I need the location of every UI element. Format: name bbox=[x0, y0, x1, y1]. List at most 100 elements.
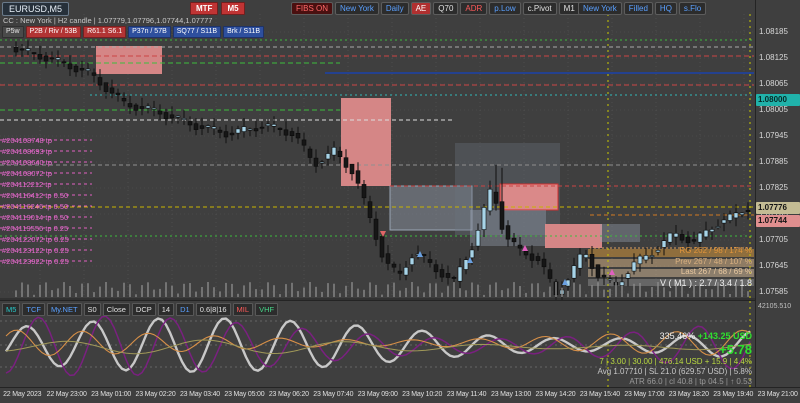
candle-body bbox=[367, 201, 373, 218]
candle-body bbox=[247, 128, 253, 131]
order-label: #204112212 tp bbox=[2, 180, 52, 189]
candle-body bbox=[295, 133, 301, 139]
candle-body bbox=[163, 112, 169, 119]
toolbar-button-daily[interactable]: Daily bbox=[380, 2, 409, 15]
candle-body bbox=[67, 63, 73, 70]
toolbar-button-p-low[interactable]: p.Low bbox=[489, 2, 521, 15]
candle-body bbox=[571, 265, 577, 279]
timeframe-badge-m5[interactable]: M5 bbox=[221, 2, 245, 15]
signal-chip-p37n-57b: P37n / 57B bbox=[128, 26, 171, 38]
indicator-chip-m5[interactable]: M5 bbox=[2, 303, 21, 316]
price-axis[interactable]: 1.08185 1.08125 1.08065 1.08005 1.07945 1.078… bbox=[755, 0, 800, 387]
indicator-chip-mil[interactable]: MIL bbox=[232, 303, 254, 316]
zone-rect bbox=[341, 98, 391, 186]
candle-body bbox=[337, 150, 343, 157]
toolbar-button-ae[interactable]: AE bbox=[410, 2, 432, 15]
toolbar-button-adr[interactable]: ADR bbox=[460, 2, 488, 15]
candle-body bbox=[43, 55, 49, 62]
time-axis-label: 23 May 21:00 bbox=[757, 391, 798, 398]
order-label: #204108640 tp bbox=[2, 158, 53, 167]
candle-body bbox=[697, 232, 703, 243]
atr-line: ATR 66.0 | cl 40.8 | tp 04.5 | ↑ 0.53 bbox=[629, 377, 752, 386]
symbol-label: EURUSD,M5 bbox=[2, 2, 70, 16]
time-axis-label: 23 May 05:00 bbox=[224, 391, 265, 398]
order-label: #204116412 tp 0.50 bbox=[2, 191, 69, 200]
trade-summary-line: 7 | 3.00 | 30.00 | 476.14 USD + 15.9 | 4… bbox=[599, 357, 752, 366]
toolbar-button-m1[interactable]: M1 bbox=[558, 2, 580, 15]
time-axis-label: 23 May 17:00 bbox=[624, 391, 665, 398]
candle-body bbox=[511, 237, 517, 243]
indicator-chip-dcp[interactable]: DCP bbox=[131, 303, 156, 316]
candle-body bbox=[727, 213, 733, 221]
toolbar-button-q70[interactable]: Q70 bbox=[433, 2, 459, 15]
candle-body bbox=[535, 256, 541, 261]
price-axis-label: 1.07885 bbox=[759, 157, 788, 166]
candle-body bbox=[529, 253, 535, 261]
zone-rect bbox=[600, 224, 640, 242]
indicator-chip-tcf[interactable]: TCF bbox=[22, 303, 46, 316]
toolbar-button-filled[interactable]: Filled bbox=[623, 2, 653, 15]
indicator-chip-close[interactable]: Close bbox=[102, 303, 130, 316]
indicator-chip-d1[interactable]: D1 bbox=[176, 303, 194, 316]
trade-arrow-down bbox=[380, 231, 386, 237]
candle-body bbox=[271, 124, 277, 127]
timeframe-badge-mtf[interactable]: MTF bbox=[190, 2, 219, 15]
toolbar-button-new-york[interactable]: New York bbox=[335, 2, 379, 15]
candle-body bbox=[85, 68, 91, 71]
zone-rect bbox=[588, 269, 754, 277]
trade-arrow-up bbox=[562, 279, 568, 285]
toolbar-button-c-pivot[interactable]: c.Pivot bbox=[522, 2, 557, 15]
candle-body bbox=[607, 278, 613, 281]
indicator-chip-14[interactable]: 14 bbox=[157, 303, 175, 316]
time-axis-label: 23 May 01:00 bbox=[91, 391, 132, 398]
candle-body bbox=[361, 184, 367, 199]
candle-body bbox=[199, 125, 205, 129]
oscillator-line-slow-khaki bbox=[5, 339, 751, 355]
time-axis[interactable]: 22 May 2023 22 May 23:00 23 May 01:00 23 Ma… bbox=[0, 387, 800, 403]
time-axis-label: 23 May 06:20 bbox=[268, 391, 309, 398]
toolbar-button-new-york[interactable]: New York bbox=[578, 2, 622, 15]
time-axis-label: 23 May 03:40 bbox=[179, 391, 220, 398]
candle-body bbox=[19, 48, 25, 51]
candle-body bbox=[673, 233, 679, 238]
candle-body bbox=[655, 250, 661, 253]
candle-body bbox=[349, 163, 355, 175]
indicator-panel: M5 TCF My.NET S0 Close DCP 14 D1 0.6|8|16 MIL VHF bbox=[0, 300, 755, 388]
order-label: #204123922 tp 0.25 bbox=[2, 257, 69, 266]
candle-body bbox=[451, 276, 457, 279]
indicator-chip-my-net[interactable]: My.NET bbox=[47, 303, 82, 316]
candle-body bbox=[739, 212, 745, 215]
indicator-chip-s0[interactable]: S0 bbox=[83, 303, 101, 316]
toolbar-button-fibs-on[interactable]: FIBS ON bbox=[291, 2, 334, 15]
candle-body bbox=[169, 114, 175, 119]
indicator-chip-0-6-8-16[interactable]: 0.6|8|16 bbox=[195, 303, 231, 316]
toolbar-button-hq[interactable]: HQ bbox=[654, 2, 677, 15]
indicator-chip-vhf[interactable]: VHF bbox=[255, 303, 279, 316]
volume-axis-label: 42105.510 bbox=[758, 303, 792, 310]
price-chart[interactable] bbox=[0, 0, 755, 300]
candle-body bbox=[121, 98, 127, 102]
candle-body bbox=[301, 139, 307, 146]
candle-body bbox=[421, 254, 427, 257]
candle-body bbox=[733, 212, 739, 219]
candle-body bbox=[637, 255, 643, 265]
price-axis-label: 1.07705 bbox=[759, 235, 788, 244]
toolbar-button-s-flo[interactable]: s.Flo bbox=[678, 2, 707, 15]
order-label: #204119014 tp 0.50 bbox=[2, 213, 69, 222]
trade-arrow-up bbox=[417, 251, 423, 257]
candle-body bbox=[709, 229, 715, 232]
candle-body bbox=[133, 104, 139, 111]
candle-body bbox=[91, 72, 97, 76]
candle-body bbox=[619, 281, 625, 286]
price-axis-label: 1.08125 bbox=[759, 53, 788, 62]
candle-body bbox=[715, 226, 721, 229]
oscillator-chart[interactable] bbox=[0, 301, 755, 388]
candle-body bbox=[13, 46, 19, 53]
candle-body bbox=[439, 269, 445, 278]
order-label: #204108748 tp bbox=[2, 136, 53, 145]
candle-body bbox=[127, 103, 133, 108]
order-label: #204108072 tp bbox=[2, 169, 53, 178]
signal-chips-row: P5w P2B / Riv / 53B R61.1 S6.1 P37n / 57B SQ… bbox=[2, 26, 265, 38]
order-label: #204108693 tp bbox=[2, 147, 53, 156]
